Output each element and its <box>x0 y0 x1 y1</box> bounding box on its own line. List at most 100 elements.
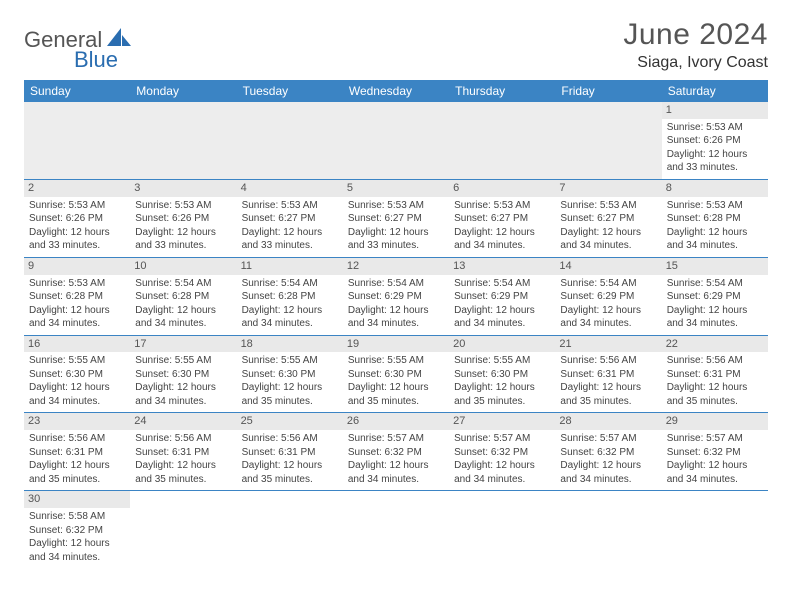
sunset-line: Sunset: 6:31 PM <box>560 368 656 382</box>
day-number: 21 <box>555 336 661 353</box>
sunset-line: Sunset: 6:32 PM <box>667 446 763 460</box>
daylight-line: Daylight: 12 hours and 35 minutes. <box>667 381 763 408</box>
daylight-line: Daylight: 12 hours and 34 minutes. <box>348 459 444 486</box>
daylight-line: Daylight: 12 hours and 35 minutes. <box>348 381 444 408</box>
weekday-header: Wednesday <box>343 80 449 102</box>
daylight-line: Daylight: 12 hours and 34 minutes. <box>135 381 231 408</box>
day-number: 12 <box>343 258 449 275</box>
empty-cell <box>449 491 555 568</box>
sunrise-line: Sunrise: 5:56 AM <box>135 432 231 446</box>
sunrise-line: Sunrise: 5:54 AM <box>560 277 656 291</box>
weekday-header: Monday <box>130 80 236 102</box>
sunrise-line: Sunrise: 5:55 AM <box>348 354 444 368</box>
day-cell: 30Sunrise: 5:58 AMSunset: 6:32 PMDayligh… <box>24 491 130 568</box>
empty-cell <box>555 491 661 568</box>
day-cell: 25Sunrise: 5:56 AMSunset: 6:31 PMDayligh… <box>237 413 343 491</box>
day-number: 29 <box>662 413 768 430</box>
sunset-line: Sunset: 6:27 PM <box>242 212 338 226</box>
day-number: 9 <box>24 258 130 275</box>
sunrise-line: Sunrise: 5:57 AM <box>454 432 550 446</box>
title-block: June 2024 Siaga, Ivory Coast <box>623 18 768 72</box>
day-number: 22 <box>662 336 768 353</box>
sunrise-line: Sunrise: 5:57 AM <box>560 432 656 446</box>
day-number: 1 <box>662 102 768 119</box>
daylight-line: Daylight: 12 hours and 34 minutes. <box>560 226 656 253</box>
day-cell: 28Sunrise: 5:57 AMSunset: 6:32 PMDayligh… <box>555 413 661 491</box>
day-cell: 13Sunrise: 5:54 AMSunset: 6:29 PMDayligh… <box>449 257 555 335</box>
daylight-line: Daylight: 12 hours and 34 minutes. <box>242 304 338 331</box>
daylight-line: Daylight: 12 hours and 34 minutes. <box>667 304 763 331</box>
empty-cell <box>130 491 236 568</box>
empty-cell <box>343 491 449 568</box>
empty-cell <box>237 491 343 568</box>
day-number: 20 <box>449 336 555 353</box>
day-cell: 29Sunrise: 5:57 AMSunset: 6:32 PMDayligh… <box>662 413 768 491</box>
day-number: 19 <box>343 336 449 353</box>
daylight-line: Daylight: 12 hours and 34 minutes. <box>560 459 656 486</box>
daylight-line: Daylight: 12 hours and 34 minutes. <box>560 304 656 331</box>
day-number: 7 <box>555 180 661 197</box>
weekday-header: Friday <box>555 80 661 102</box>
day-cell: 26Sunrise: 5:57 AMSunset: 6:32 PMDayligh… <box>343 413 449 491</box>
sunset-line: Sunset: 6:29 PM <box>560 290 656 304</box>
sunrise-line: Sunrise: 5:54 AM <box>135 277 231 291</box>
sunrise-line: Sunrise: 5:55 AM <box>135 354 231 368</box>
day-number: 8 <box>662 180 768 197</box>
daylight-line: Daylight: 12 hours and 33 minutes. <box>242 226 338 253</box>
day-cell: 10Sunrise: 5:54 AMSunset: 6:28 PMDayligh… <box>130 257 236 335</box>
sunrise-line: Sunrise: 5:53 AM <box>667 199 763 213</box>
daylight-line: Daylight: 12 hours and 33 minutes. <box>348 226 444 253</box>
day-cell: 2Sunrise: 5:53 AMSunset: 6:26 PMDaylight… <box>24 179 130 257</box>
weekday-header: Tuesday <box>237 80 343 102</box>
day-cell: 11Sunrise: 5:54 AMSunset: 6:28 PMDayligh… <box>237 257 343 335</box>
sunset-line: Sunset: 6:26 PM <box>135 212 231 226</box>
day-cell: 3Sunrise: 5:53 AMSunset: 6:26 PMDaylight… <box>130 179 236 257</box>
day-cell: 1Sunrise: 5:53 AMSunset: 6:26 PMDaylight… <box>662 102 768 179</box>
day-number: 11 <box>237 258 343 275</box>
empty-cell <box>237 102 343 179</box>
sunrise-line: Sunrise: 5:58 AM <box>29 510 125 524</box>
daylight-line: Daylight: 12 hours and 34 minutes. <box>29 304 125 331</box>
daylight-line: Daylight: 12 hours and 34 minutes. <box>29 381 125 408</box>
day-cell: 4Sunrise: 5:53 AMSunset: 6:27 PMDaylight… <box>237 179 343 257</box>
sunrise-line: Sunrise: 5:53 AM <box>242 199 338 213</box>
sunrise-line: Sunrise: 5:54 AM <box>667 277 763 291</box>
sunset-line: Sunset: 6:31 PM <box>242 446 338 460</box>
location: Siaga, Ivory Coast <box>623 54 768 72</box>
day-number: 26 <box>343 413 449 430</box>
daylight-line: Daylight: 12 hours and 34 minutes. <box>135 304 231 331</box>
day-cell: 27Sunrise: 5:57 AMSunset: 6:32 PMDayligh… <box>449 413 555 491</box>
day-cell: 23Sunrise: 5:56 AMSunset: 6:31 PMDayligh… <box>24 413 130 491</box>
day-cell: 5Sunrise: 5:53 AMSunset: 6:27 PMDaylight… <box>343 179 449 257</box>
day-number: 14 <box>555 258 661 275</box>
day-number: 30 <box>24 491 130 508</box>
sunset-line: Sunset: 6:29 PM <box>667 290 763 304</box>
day-cell: 14 Sunrise: 5:54 AMSunset: 6:29 PMDayligh… <box>555 257 661 335</box>
sunrise-line: Sunrise: 5:56 AM <box>667 354 763 368</box>
daylight-line: Daylight: 12 hours and 33 minutes. <box>135 226 231 253</box>
sunrise-line: Sunrise: 5:54 AM <box>348 277 444 291</box>
day-number: 6 <box>449 180 555 197</box>
logo-text-blue-wrap: Blue <box>74 47 118 73</box>
sunset-line: Sunset: 6:32 PM <box>29 524 125 538</box>
sunrise-line: Sunrise: 5:53 AM <box>454 199 550 213</box>
daylight-line: Daylight: 12 hours and 33 minutes. <box>29 226 125 253</box>
day-cell: 16Sunrise: 5:55 AMSunset: 6:30 PMDayligh… <box>24 335 130 413</box>
day-number: 23 <box>24 413 130 430</box>
sunset-line: Sunset: 6:28 PM <box>29 290 125 304</box>
empty-cell <box>343 102 449 179</box>
sunset-line: Sunset: 6:30 PM <box>454 368 550 382</box>
sunset-line: Sunset: 6:32 PM <box>454 446 550 460</box>
sunrise-line: Sunrise: 5:54 AM <box>242 277 338 291</box>
sunrise-line: Sunrise: 5:55 AM <box>29 354 125 368</box>
day-cell: 18Sunrise: 5:55 AMSunset: 6:30 PMDayligh… <box>237 335 343 413</box>
day-number: 13 <box>449 258 555 275</box>
sunset-line: Sunset: 6:28 PM <box>135 290 231 304</box>
empty-cell <box>662 491 768 568</box>
day-number: 25 <box>237 413 343 430</box>
sunset-line: Sunset: 6:30 PM <box>135 368 231 382</box>
sunset-line: Sunset: 6:30 PM <box>29 368 125 382</box>
sunset-line: Sunset: 6:28 PM <box>667 212 763 226</box>
calendar-header-row: SundayMondayTuesdayWednesdayThursdayFrid… <box>24 80 768 102</box>
day-number: 18 <box>237 336 343 353</box>
